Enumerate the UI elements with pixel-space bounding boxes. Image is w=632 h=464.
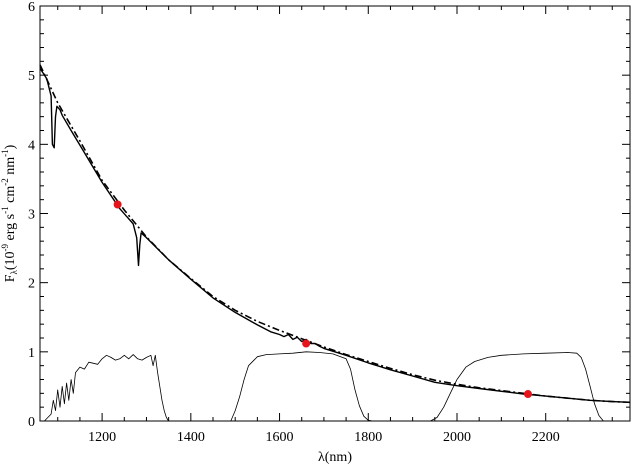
x-tick-label: 1200 [88,430,116,445]
y-tick-label: 5 [28,69,35,84]
data-point [302,339,311,348]
x-axis-title: λ(nm) [318,450,352,464]
series-line-3 [40,354,169,422]
y-axis-title: Fλ(10-9 erg s-1 cm-2 nm-1) [0,144,19,282]
y-title-exp2: -1 [0,206,10,214]
ticks-layer: 1200 1400 1600 1800 2000 2200 0 1 2 3 4 5 6 [28,0,630,445]
y-tick-label: 4 [28,138,35,153]
y-title-f: F [3,274,18,282]
series-layer [39,64,631,422]
series-line-2 [39,64,631,404]
x-tick-label: 1600 [266,430,294,445]
data-point [523,390,532,399]
y-title-nm: nm [3,157,18,179]
y-title-close: ) [3,144,18,149]
y-title-erg: erg s [3,214,18,244]
series-line-5 [430,352,604,422]
x-tick-label: 1400 [177,430,205,445]
y-title-cm: cm [3,186,18,207]
series-line-4 [230,351,373,422]
y-title-exp1: -9 [0,243,10,251]
y-tick-label: 0 [28,415,35,430]
y-tick-label: 1 [28,346,35,361]
points-layer [113,200,532,399]
x-tick-label: 2200 [532,430,560,445]
data-point [113,200,122,209]
y-title-exp4: -1 [0,149,10,157]
x-tick-label: 2000 [443,430,471,445]
series-line-1 [39,67,631,403]
y-title-exp3: -2 [0,178,10,186]
x-tick-label: 1800 [354,430,382,445]
y-tick-label: 3 [28,208,35,223]
y-tick-label: 2 [28,277,35,292]
y-title-base: (10 [3,251,18,270]
y-title-sub: λ [9,270,19,275]
y-tick-label: 6 [28,0,35,15]
